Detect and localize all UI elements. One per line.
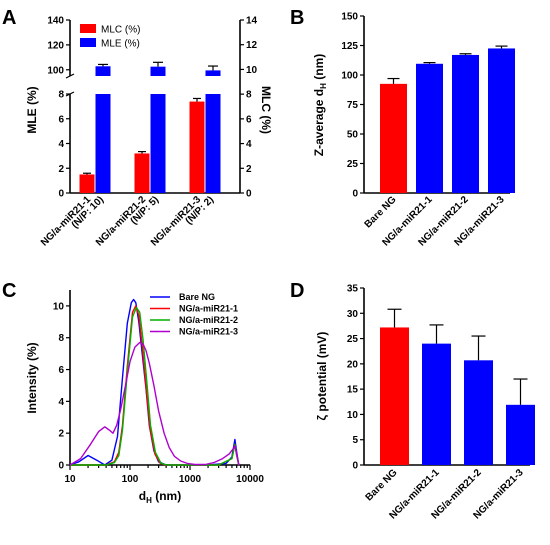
y-axis-right-title: MLC (%)	[259, 86, 273, 134]
left-tick-label: 8	[58, 90, 64, 101]
right-tick-label: 8	[246, 90, 252, 101]
y-tick-label: 10	[53, 301, 65, 312]
series-line-ng-a-mir21-2	[70, 306, 240, 466]
y-tick-label: 50	[347, 130, 359, 141]
x-tick-label: Bare NG	[364, 467, 400, 503]
right-tick-label: 6	[246, 114, 252, 125]
panel-a-chart: 0 2 4 6 8 100 120 140 0 2 4 6 8 10 12 14 MLE (%) MLC (%) M…	[25, 16, 273, 249]
y-axis-left-title: MLE (%)	[25, 86, 39, 133]
legend-label: MLE (%)	[101, 39, 140, 50]
y-tick-label: 15	[347, 385, 359, 396]
left-tick-label: 2	[58, 164, 64, 175]
right-tick-label: 0	[246, 189, 252, 200]
panel-label-d: D	[290, 280, 304, 302]
legend-label: Bare NG	[179, 292, 215, 302]
panel-label-b: B	[290, 7, 304, 29]
y-tick-label: 75	[347, 100, 359, 111]
bar	[380, 327, 409, 465]
y-tick-label: 25	[347, 334, 359, 345]
bar-mlc	[79, 174, 95, 193]
left-tick-label: 140	[47, 16, 64, 27]
bar-mlc	[189, 101, 205, 193]
y-tick-label: 0	[352, 189, 358, 200]
y-tick-label: 100	[341, 71, 358, 82]
left-tick-label: 120	[47, 40, 64, 51]
y-tick-label: 125	[341, 41, 358, 52]
y-tick-label: 150	[341, 12, 358, 23]
right-tick-label: 12	[246, 40, 258, 51]
bar	[452, 54, 479, 193]
series-line-ng-a-mir21-3	[69, 341, 240, 466]
y-tick-label: 35	[347, 284, 359, 295]
y-tick-label: 10	[347, 410, 359, 421]
right-tick-label: 10	[246, 65, 258, 76]
y-axis-title: Z-average dH (nm)	[312, 54, 328, 156]
panel-label-c: C	[2, 280, 16, 302]
y-tick-label: 5	[352, 435, 358, 446]
right-tick-label: 2	[246, 164, 252, 175]
bar-mlc	[134, 153, 150, 193]
bar-mle-upper	[205, 70, 221, 76]
axis-break-mark	[65, 73, 75, 79]
y-tick-label: 4	[58, 397, 64, 408]
left-tick-label: 100	[47, 65, 64, 76]
bar-mle-lower	[205, 94, 221, 193]
legend-swatch	[80, 24, 96, 33]
left-tick-label: 6	[58, 114, 64, 125]
bar-mle-lower	[95, 94, 111, 193]
x-tick-label: Bare NG	[363, 194, 399, 230]
y-tick-label: 30	[347, 309, 359, 320]
legend-swatch	[80, 38, 96, 47]
x-tick-label: 1000	[179, 474, 202, 485]
bar	[380, 83, 407, 193]
right-tick-label: 4	[246, 139, 252, 150]
y-tick-label: 0	[352, 461, 358, 472]
x-tick-label: 100	[122, 474, 139, 485]
bar-mle-upper	[95, 66, 111, 76]
bar	[416, 63, 443, 193]
x-axis-title: dH (nm)	[139, 489, 181, 505]
y-axis-title: Intensity (%)	[25, 342, 39, 413]
bar	[464, 360, 493, 465]
y-tick-label: 8	[58, 333, 64, 344]
y-tick-label: 20	[347, 359, 359, 370]
y-tick-label: 6	[58, 365, 64, 376]
right-tick-label: 14	[246, 16, 258, 27]
left-tick-label: 4	[58, 139, 64, 150]
panel-label-a: A	[2, 7, 16, 29]
legend-label: NG/a-miR21-3	[179, 327, 238, 337]
y-tick-label: 0	[58, 461, 64, 472]
bar	[506, 404, 535, 465]
x-tick-label: 10	[64, 474, 76, 485]
legend-label: NG/a-miR21-2	[179, 315, 238, 325]
legend-label: NG/a-miR21-1	[179, 304, 238, 314]
y-tick-label: 25	[347, 159, 359, 170]
panel-b-chart: 0 25 50 75 100 125 150 Z-average dH (nm) Bare NG…	[312, 12, 515, 248]
bar	[422, 343, 451, 465]
y-axis-title: ζ potential (mV)	[315, 332, 329, 421]
panel-c-chart: 0 2 4 6 8 10 10 100 1000 10000 Intensity (%) dH (nm…	[25, 290, 264, 505]
bar-mle-lower	[150, 94, 166, 193]
bar-mle-upper	[150, 66, 166, 76]
x-tick-label: 10000	[236, 474, 264, 485]
legend-label: MLC (%)	[101, 25, 140, 36]
y-tick-label: 2	[58, 429, 64, 440]
bar	[488, 48, 515, 194]
left-tick-label: 0	[58, 189, 64, 200]
